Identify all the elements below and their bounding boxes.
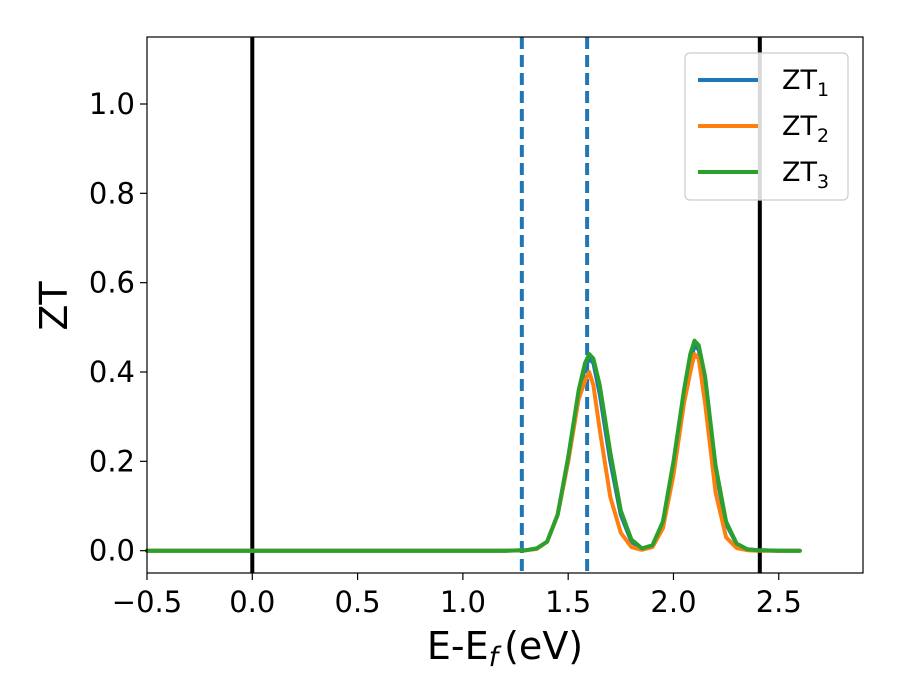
x-tick-label: 2.5 xyxy=(756,585,802,619)
legend-label-zt2: ZT2 xyxy=(782,111,829,147)
legend-label-zt1: ZT1 xyxy=(782,65,829,101)
x-axis-label-unit: (eV) xyxy=(504,624,583,668)
x-tick-label: 0.5 xyxy=(335,585,381,619)
y-tick-label: 0.8 xyxy=(89,176,135,210)
axes: −0.5 0.0 0.5 1.0 1.5 2.0 2.5 0.0 0.2 0.4 0.6 0.8 1.0 xyxy=(89,36,864,619)
x-tick-label: −0.5 xyxy=(112,585,182,619)
axes-frame xyxy=(146,36,864,574)
y-tick-label: 0.4 xyxy=(89,355,135,389)
x-tick-label: 2.0 xyxy=(650,585,696,619)
y-tick-label: 1.0 xyxy=(89,87,135,121)
x-tick-label: 1.5 xyxy=(545,585,591,619)
legend-box xyxy=(684,52,849,201)
x-axis-label-main: E-E xyxy=(427,624,489,668)
legend: ZT1 ZT2 ZT3 xyxy=(684,52,849,201)
y-tick-label: 0.2 xyxy=(89,444,135,478)
y-tick-label: 0.0 xyxy=(89,534,135,568)
y-tick-label: 0.6 xyxy=(89,266,135,300)
series-line-zt3 xyxy=(145,338,802,553)
x-axis-label: E-Ef (eV) xyxy=(427,624,583,673)
x-tick-label: 0.0 xyxy=(229,585,275,619)
legend-label-zt3: ZT3 xyxy=(782,157,829,193)
x-tick-label: 1.0 xyxy=(440,585,486,619)
y-axis-label: ZT xyxy=(32,281,76,331)
